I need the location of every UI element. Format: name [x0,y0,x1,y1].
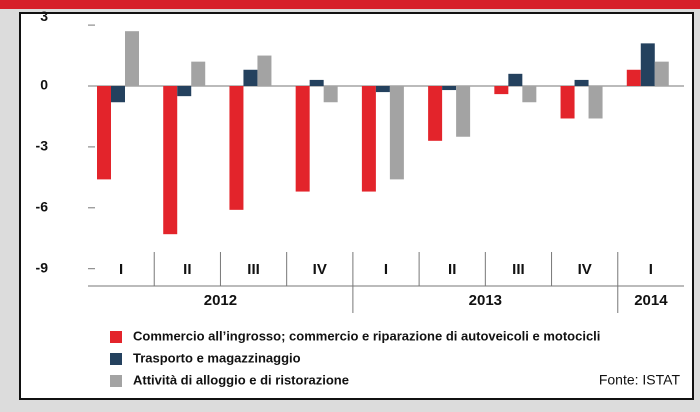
y-tick-label: -9 [36,259,49,275]
bar [361,86,376,192]
bar [191,61,206,86]
bar [442,86,457,91]
x-tick-label: III [512,261,525,278]
legend-swatch [110,375,122,387]
bar [626,69,641,86]
bar [375,86,390,93]
bar [163,86,178,235]
x-tick-label: I [384,261,388,278]
x-tick-label: I [649,261,653,278]
top-band [0,0,700,9]
year-label: 2013 [469,292,502,309]
legend-swatch [110,353,122,365]
bar [588,86,603,119]
bar [428,86,443,141]
year-label: 2014 [634,292,668,309]
bar [456,86,471,137]
y-tick-label: 3 [40,8,48,24]
bar [560,86,575,119]
bar [389,86,404,180]
bar [229,86,244,210]
x-tick-label: II [183,261,191,278]
bar [111,86,125,103]
bar [295,86,310,192]
bar [257,55,272,86]
y-tick-label: -3 [36,138,49,154]
bar [654,61,669,86]
source: Fonte: ISTAT [599,372,681,388]
bar [323,86,338,103]
bar [522,86,537,103]
legend-label: Commercio all’ingrosso; commercio e ripa… [133,328,600,343]
bar [309,79,324,86]
bar [243,69,258,86]
x-tick-label: II [448,261,456,278]
legend-swatch [110,331,122,343]
bar [125,31,139,86]
bar [508,73,523,86]
bar [97,86,111,180]
x-tick-label: III [247,261,260,278]
y-tick-label: -6 [36,199,49,215]
year-label: 2012 [204,292,237,309]
x-tick-label: I [119,261,123,278]
bar [177,86,192,97]
bar [640,43,655,86]
bar [574,79,589,86]
legend-label: Attività di alloggio e di ristorazione [133,372,349,387]
x-tick-label: IV [313,261,327,278]
x-tick-label: IV [578,261,592,278]
legend-label: Trasporto e magazzinaggio [133,350,301,365]
y-tick-label: 0 [40,77,48,93]
bar [494,86,509,95]
